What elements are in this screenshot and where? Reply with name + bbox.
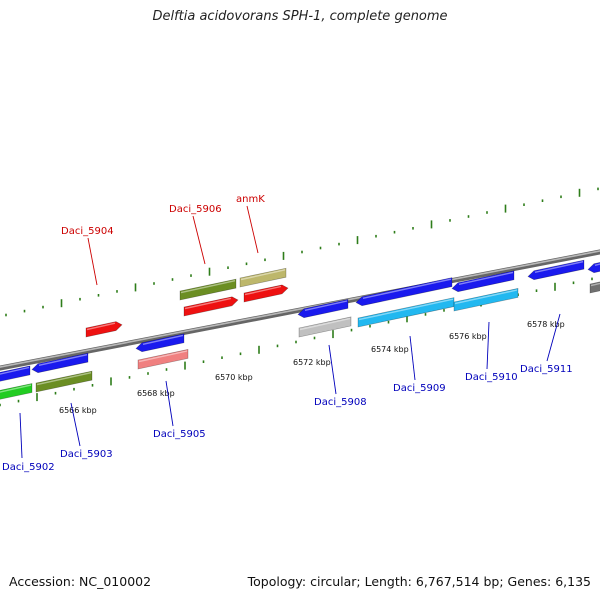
leader-line: [409, 335, 416, 381]
feature-highlight: [0, 384, 32, 393]
scale-tick-label: 6566 kbp: [59, 406, 97, 415]
map-title: Delftia acidovorans SPH-1, complete geno…: [152, 9, 448, 24]
feature-highlight: [362, 278, 452, 299]
feature-highlight: [86, 322, 116, 331]
leader-line: [70, 402, 81, 447]
backbone-group: [0, 249, 600, 371]
gene-label: Daci_5908: [314, 397, 367, 408]
gene-label: Daci_5903: [60, 449, 113, 460]
feature-Daci_5910-cds: [453, 288, 519, 312]
scale-tick-label: 6578 kbp: [527, 320, 565, 329]
feature-highlight: [244, 285, 282, 296]
feature-Daci_5902-gene: [0, 365, 31, 382]
feature-Daci_5909-gene: [355, 277, 453, 307]
gene-label: anmK: [236, 194, 265, 205]
feature-highlight: [142, 334, 184, 345]
gene-label: Daci_5902: [2, 462, 55, 473]
feature-highlight: [590, 282, 600, 287]
feature-highlight: [0, 366, 30, 375]
scale-tick-label: 6572 kbp: [293, 358, 331, 367]
feature-Daci_5908-gene: [297, 299, 349, 319]
feature-highlight: [304, 300, 348, 311]
gene-label: Daci_5910: [465, 372, 518, 383]
leader-line: [328, 344, 337, 395]
feature-Daci_5905-gene: [135, 333, 185, 353]
feature-highlight: [358, 298, 454, 321]
backbone: [0, 249, 600, 371]
feature-Daci_5908-cds: [298, 316, 352, 338]
backbone-highlight: [0, 250, 600, 368]
scale-tick-label: 6568 kbp: [137, 389, 175, 398]
feature-highlight: [180, 280, 236, 294]
feature-highlight: [138, 350, 188, 363]
leader-line: [486, 321, 490, 370]
outer-tick-rail: [5, 187, 599, 317]
feature-Daci_5904-cds: [85, 321, 123, 338]
scale-labels: 6566 kbp 6568 kbp 6570 kbp 6572 kbp 6574 kbp…: [59, 320, 565, 415]
feature-highlight: [454, 289, 518, 305]
leader-line: [246, 205, 259, 254]
feature-highlight: [184, 297, 232, 310]
leader-line: [87, 237, 98, 286]
feature-anmK-cds: [243, 284, 289, 303]
feature-highlight: [36, 372, 92, 386]
feature-anmK-gene: [239, 267, 287, 288]
feature-highlight: [594, 263, 600, 266]
feature-Daci_5906-gene: [179, 278, 237, 301]
genome-summary: Topology: circular; Length: 6,767,514 bp…: [247, 574, 591, 589]
feature-Daci_5911-gene: [527, 259, 585, 281]
feature-highlight: [240, 269, 286, 281]
feature-edge-gene: [587, 262, 600, 274]
feature-Daci_5903-gene: [31, 352, 89, 374]
gene-label: Daci_5904: [61, 226, 114, 237]
feature-Daci_5910-gene: [451, 270, 515, 293]
scale-tick-label: 6570 kbp: [215, 373, 253, 382]
scale-tick-label: 6576 kbp: [449, 332, 487, 341]
leader-line: [192, 215, 206, 265]
gene-label: Daci_5909: [393, 383, 446, 394]
feature-highlight: [458, 271, 514, 285]
feature-highlight: [299, 317, 351, 331]
gene-label: Daci_5906: [169, 204, 222, 215]
feature-highlight: [534, 261, 584, 273]
feature-highlight: [38, 354, 88, 366]
feature-Daci_5903-cds: [35, 370, 93, 393]
gene-label: Daci_5905: [153, 429, 206, 440]
feature-edge-cds: [589, 281, 600, 294]
leader-line: [165, 380, 174, 427]
leader-line: [546, 313, 561, 362]
accession-label: Accession: NC_010002: [9, 574, 152, 589]
feature-track: [0, 259, 600, 400]
leader-line: [19, 412, 23, 459]
gene-labels: Daci_5904 Daci_5906 anmK Daci_5902 Daci_5903…: [2, 194, 573, 473]
feature-Daci_5906-cds: [183, 296, 239, 317]
gene-label: Daci_5911: [520, 364, 573, 375]
feature-Daci_5905-cds: [137, 349, 189, 370]
feature-Daci_5902-cds: [0, 383, 33, 400]
scale-tick-label: 6574 kbp: [371, 345, 409, 354]
